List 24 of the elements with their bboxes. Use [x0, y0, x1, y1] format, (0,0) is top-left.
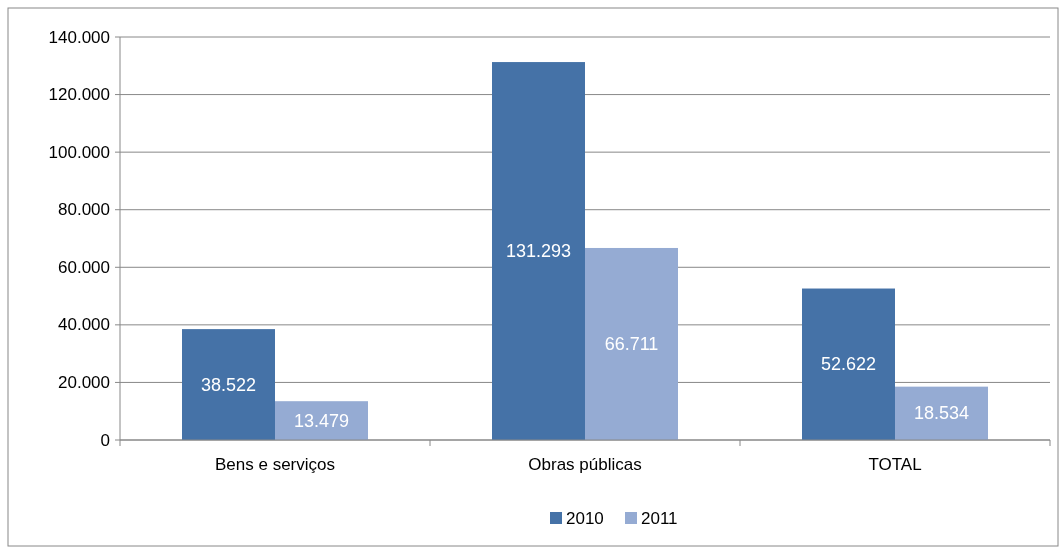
bar — [802, 288, 895, 440]
bar — [492, 62, 585, 440]
data-label: 131.293 — [505, 241, 572, 262]
data-label: 18.534 — [913, 403, 970, 424]
y-tick-label: 60.000 — [58, 257, 110, 277]
bar — [895, 386, 988, 440]
y-tick-label: 0 — [100, 430, 110, 450]
data-label: 38.522 — [200, 374, 257, 395]
y-tick-label: 20.000 — [58, 372, 110, 392]
x-tick-label: Obras públicas — [528, 455, 642, 474]
legend-label: 2010 — [566, 508, 604, 528]
legend-label: 2011 — [641, 508, 678, 528]
data-label: 13.479 — [293, 410, 350, 431]
data-label: 52.622 — [820, 354, 877, 375]
data-label: 66.711 — [604, 333, 659, 354]
y-tick-label: 100.000 — [48, 142, 110, 162]
y-tick-label: 40.000 — [58, 315, 110, 335]
y-tick-label: 140.000 — [48, 27, 110, 47]
y-tick-label: 80.000 — [58, 200, 110, 220]
bar — [182, 329, 275, 440]
y-tick-label: 120.000 — [48, 85, 110, 105]
bar — [585, 247, 678, 440]
x-tick-label: Bens e serviços — [215, 455, 335, 474]
x-tick-label: TOTAL — [868, 455, 922, 474]
